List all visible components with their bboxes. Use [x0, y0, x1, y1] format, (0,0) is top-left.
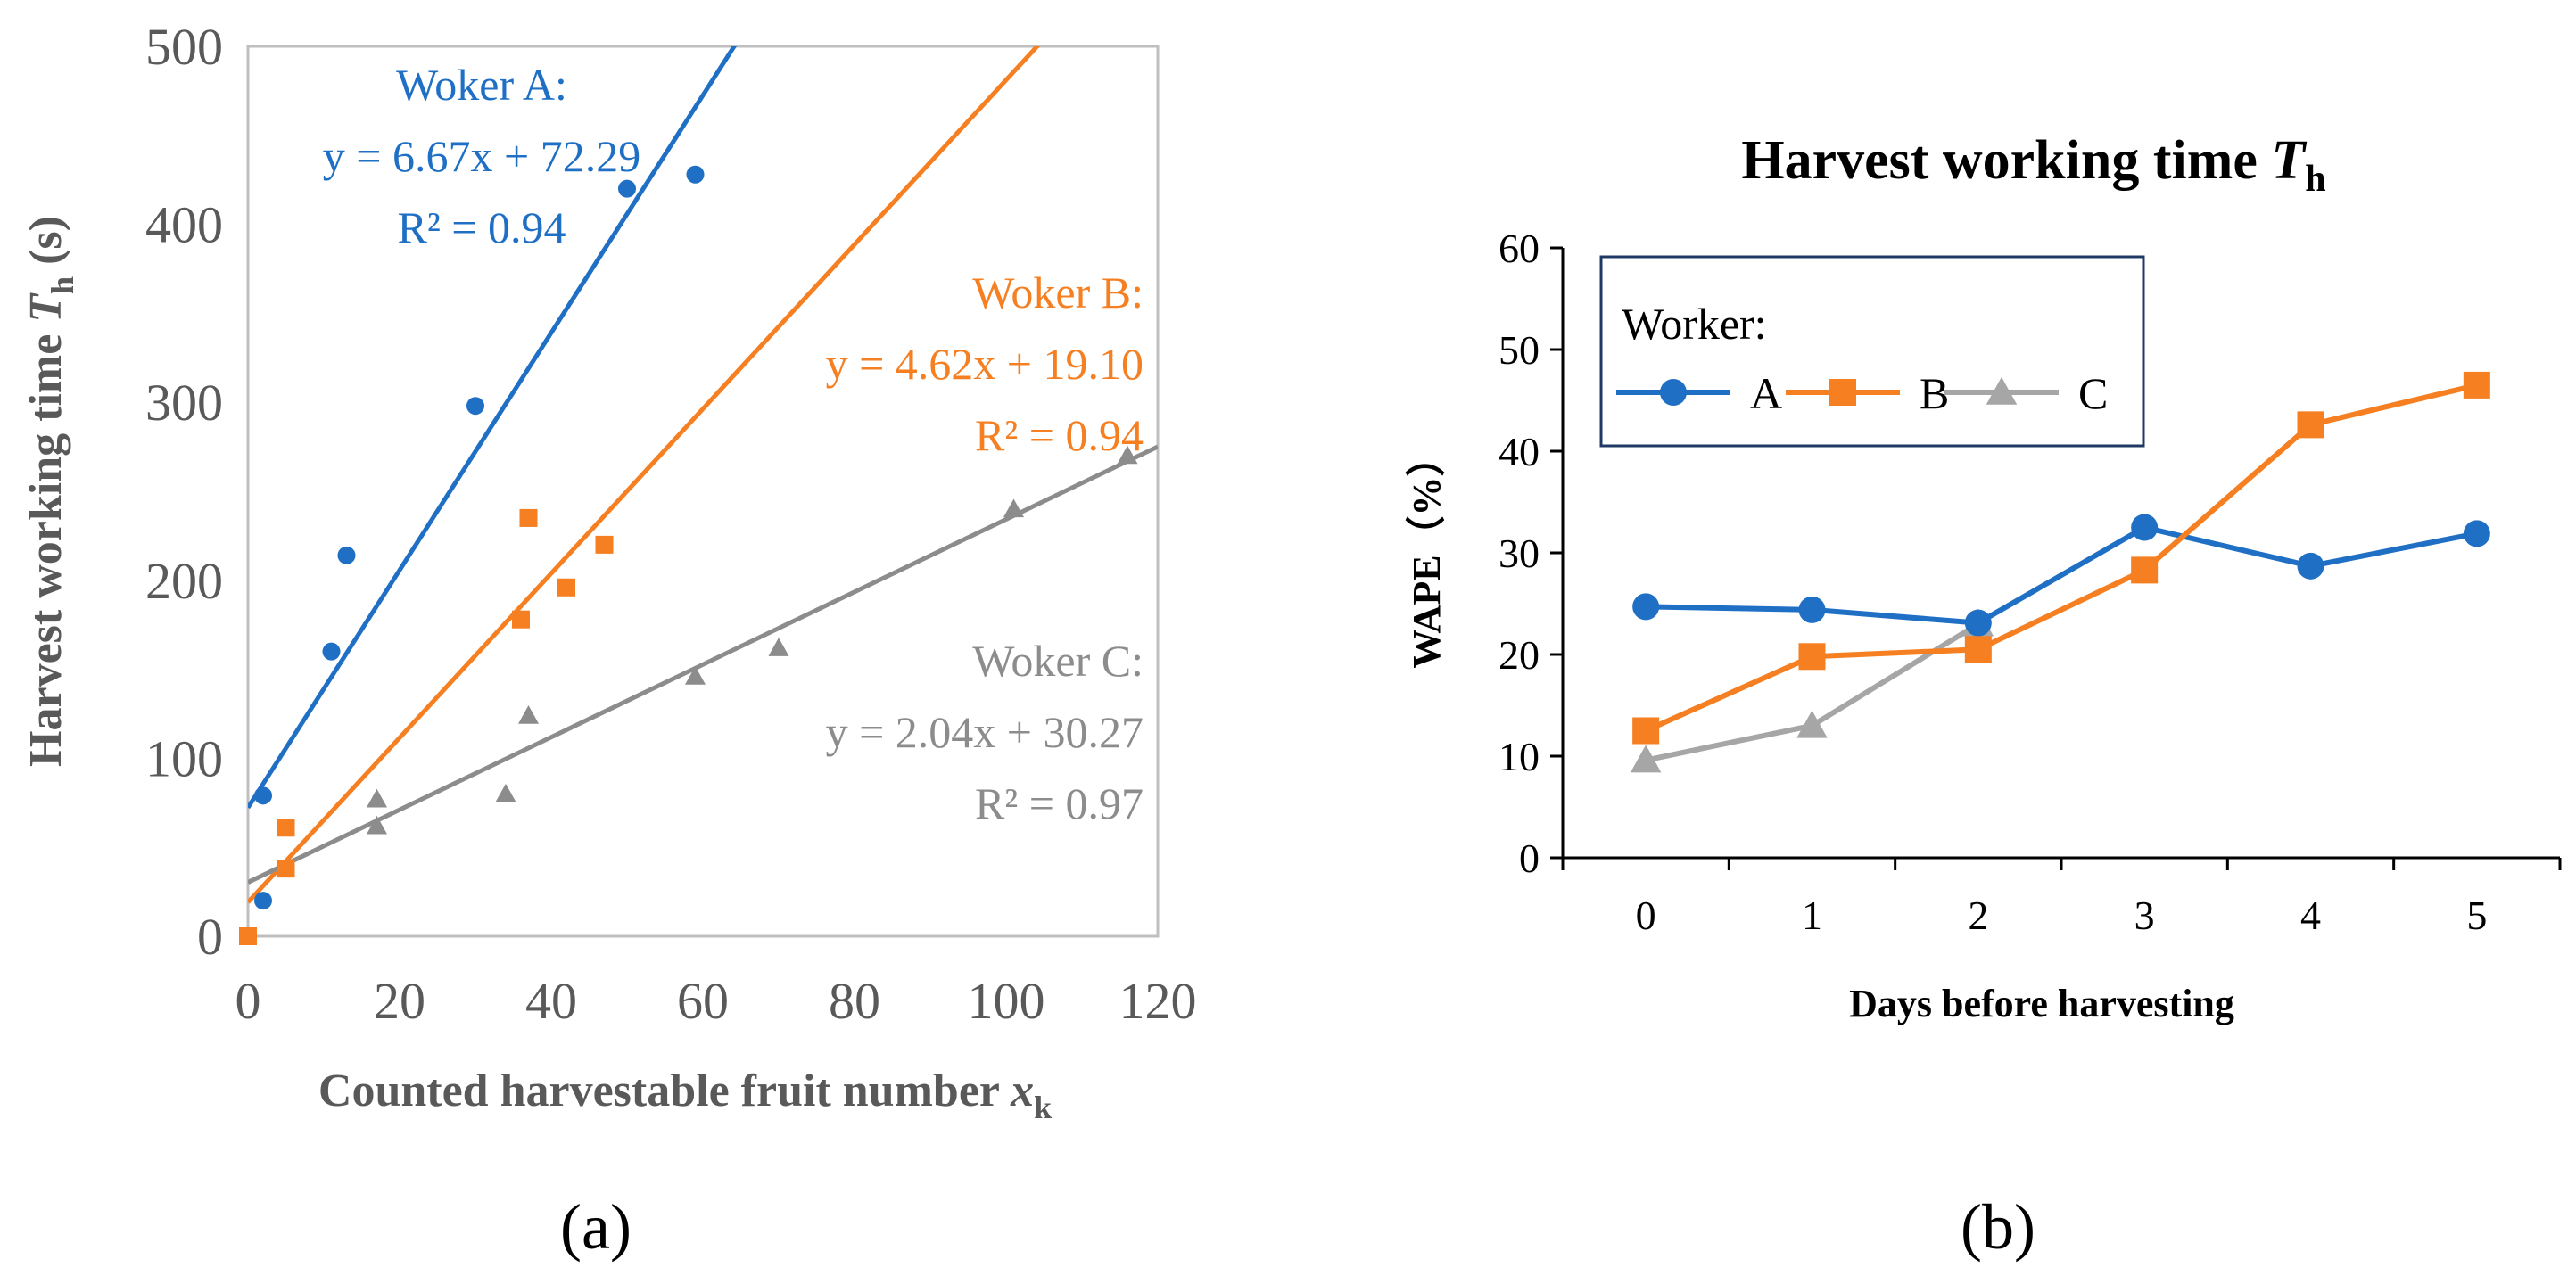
chart-b-legend-marker-A	[1660, 379, 1687, 406]
chart-b-legend-label-A: A	[1750, 368, 1782, 418]
chart-a-fit-line-C	[248, 444, 1158, 885]
chart-a-x-tick-3: 60	[677, 972, 729, 1030]
chart-b-y-tick-3: 30	[1499, 531, 1540, 576]
chart-b-point-A-1	[1798, 596, 1826, 623]
chart-b-legend-box	[1599, 255, 2145, 448]
chart-b-point-A-5	[2463, 520, 2490, 547]
chart-a-point-A-1	[254, 786, 272, 805]
chart-a-point-B-5	[557, 578, 575, 597]
chart-a-y-tick-0: 0	[197, 908, 223, 966]
chart-a-point-B-2	[277, 819, 295, 837]
chart-b-point-B-1	[1798, 643, 1826, 671]
chart-b-line: Harvest working time Th 0 10 20 30 40 50 60 0 1 2 3…	[1405, 130, 2562, 1025]
chart-a-y-tick-1: 100	[145, 729, 223, 787]
chart-b-point-C-1	[1796, 710, 1828, 738]
chart-b-point-B-4	[2297, 411, 2324, 439]
chart-a-annotation-B-2: R² = 0.94	[975, 410, 1144, 460]
chart-a-annotation-A-0: Woker A:	[396, 60, 567, 110]
chart-b-x-tick-0: 0	[1636, 893, 1656, 938]
chart-a-fit-line-B	[248, 46, 1041, 904]
chart-b-x-label: Days before harvesting	[1849, 982, 2234, 1025]
chart-a-point-C-2	[495, 783, 516, 802]
chart-b-y-label: WAPE（%）	[1405, 437, 1449, 668]
chart-a-point-B-0	[239, 927, 257, 945]
chart-a-x-tick-5: 100	[968, 972, 1045, 1030]
chart-a-y-tick-4: 400	[145, 196, 223, 254]
chart-a-scatter: 0 20 40 60 80 100 120 0 100 200 300 400 500 Counted h…	[21, 18, 1197, 1125]
caption-b: (b)	[1961, 1191, 2035, 1263]
chart-b-x-tick-3: 3	[2134, 893, 2155, 938]
chart-b-legend-marker-B	[1829, 379, 1856, 406]
chart-b-point-B-0	[1632, 717, 1660, 745]
chart-a-plot-frame	[246, 45, 1160, 938]
chart-b-point-B-3	[2131, 556, 2159, 584]
chart-a-y-tick-5: 500	[145, 18, 223, 76]
chart-a-annotation-B-1: y = 4.62x + 19.10	[826, 339, 1144, 389]
chart-a-point-A-5	[618, 179, 636, 198]
chart-a-point-A-0	[254, 892, 272, 910]
chart-b-y-tick-0: 0	[1519, 835, 1540, 881]
chart-a-point-A-2	[322, 642, 341, 661]
chart-a-point-A-3	[337, 546, 356, 564]
chart-a-point-C-0	[367, 815, 387, 835]
chart-b-point-A-0	[1632, 593, 1660, 621]
chart-a-point-B-3	[512, 610, 530, 629]
chart-a-point-C-4	[685, 666, 706, 685]
chart-b-x-tick-2: 2	[1968, 893, 1988, 938]
chart-b-y-tick-6: 60	[1499, 226, 1540, 271]
chart-a-y-tick-2: 200	[145, 552, 223, 610]
chart-a-annotation-C-2: R² = 0.97	[975, 778, 1144, 828]
chart-b-point-A-4	[2297, 552, 2324, 580]
chart-a-x-label: Counted harvestable fruit number xk	[318, 1066, 1052, 1125]
chart-a-point-B-6	[595, 535, 614, 554]
chart-b-point-A-3	[2131, 514, 2159, 541]
chart-a-point-C-5	[768, 638, 789, 656]
chart-b-y-tick-5: 50	[1499, 327, 1540, 373]
chart-a-annotation-A-1: y = 6.67x + 72.29	[323, 131, 640, 181]
chart-b-y-tick-1: 10	[1499, 734, 1540, 779]
chart-a-y-tick-3: 300	[145, 374, 223, 432]
caption-a: (a)	[560, 1191, 632, 1263]
chart-b-legend-label-B: B	[1920, 368, 1949, 418]
chart-a-x-tick-4: 80	[829, 972, 880, 1030]
chart-b-point-B-2	[1964, 636, 1992, 663]
chart-a-point-B-4	[519, 508, 538, 527]
chart-a-x-tick-6: 120	[1119, 972, 1197, 1030]
chart-a-fit-lines	[248, 46, 1158, 904]
chart-b-legend: Worker: A B C	[1599, 255, 2145, 448]
chart-a-annotation-C-1: y = 2.04x + 30.27	[826, 707, 1144, 757]
chart-b-legend-title: Worker:	[1622, 299, 1767, 349]
chart-a-annotation-C-0: Woker C:	[972, 636, 1144, 686]
chart-b-point-C-0	[1630, 745, 1662, 773]
chart-a-annotation-A-2: R² = 0.94	[397, 202, 566, 252]
chart-b-y-tick-2: 20	[1499, 632, 1540, 678]
chart-b-point-A-2	[1964, 609, 1992, 637]
chart-b-x-tick-4: 4	[2300, 893, 2321, 938]
chart-a-x-tick-2: 40	[525, 972, 577, 1030]
chart-a-annotation-B-0: Woker B:	[972, 268, 1144, 317]
chart-b-series-line-B	[1644, 382, 2478, 734]
chart-b-legend-marker-C	[1986, 376, 2018, 405]
chart-b-legend-label-C: C	[2078, 368, 2108, 418]
chart-a-point-B-1	[277, 860, 295, 878]
chart-a-point-C-3	[518, 704, 539, 724]
chart-a-point-C-6	[1003, 498, 1024, 518]
chart-b-x-tick-1: 1	[1802, 893, 1822, 938]
chart-b-y-tick-4: 40	[1499, 429, 1540, 474]
chart-a-point-A-6	[686, 165, 705, 184]
chart-a-fit-line-A	[248, 46, 738, 810]
chart-a-point-C-7	[1117, 445, 1138, 465]
chart-b-series-line-A	[1646, 524, 2478, 626]
chart-b-point-B-5	[2463, 371, 2490, 399]
chart-b-title: Harvest working time Th	[1741, 130, 2325, 200]
chart-a-y-label: Harvest working time Th (s)	[21, 216, 80, 767]
chart-b-x-tick-5: 5	[2466, 893, 2487, 938]
chart-a-x-tick-1: 20	[374, 972, 425, 1030]
chart-a-point-A-4	[466, 397, 484, 416]
chart-a-x-tick-0: 0	[235, 972, 261, 1030]
chart-a-point-C-1	[367, 788, 387, 808]
